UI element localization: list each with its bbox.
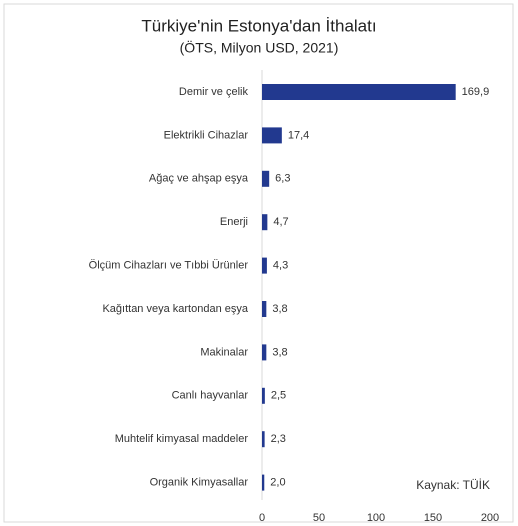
y-tick-label: Ölçüm Cihazları ve Tıbbi Ürünler [89, 260, 249, 272]
x-tick-label: 150 [424, 512, 442, 524]
bar [262, 387, 265, 404]
y-tick-label: Ağaç ve ahşap eşya [149, 173, 249, 185]
bar [262, 170, 270, 187]
y-tick-label: Kağıttan veya kartondan eşya [102, 303, 248, 315]
value-label: 6,3 [275, 173, 290, 185]
bar [262, 84, 456, 100]
bar [262, 431, 265, 448]
bar [262, 214, 268, 231]
value-label: 2,3 [271, 433, 286, 445]
y-tick-label: Elektrikli Cihazlar [164, 129, 249, 141]
value-label: 169,9 [462, 86, 490, 98]
bar [262, 257, 267, 274]
chart-title: Türkiye'nin Estonya'dan İthalatı [141, 16, 376, 35]
y-tick-label: Makinalar [200, 346, 248, 358]
y-tick-label: Muhtelif kimyasal maddeler [115, 433, 249, 445]
y-tick-label: Organik Kimyasallar [150, 477, 249, 489]
chart-frame [3, 3, 514, 523]
bar [262, 127, 282, 144]
bar [262, 344, 267, 361]
value-label: 4,3 [273, 260, 288, 272]
value-label: 2,0 [270, 477, 285, 489]
value-label: 3,8 [272, 303, 287, 315]
x-tick-label: 0 [259, 512, 265, 524]
value-label: 2,5 [271, 390, 286, 402]
value-label: 3,8 [272, 346, 287, 358]
x-tick-label: 50 [313, 512, 325, 524]
bar [262, 474, 265, 491]
y-tick-label: Enerji [220, 216, 248, 228]
x-tick-label: 200 [481, 512, 499, 524]
y-tick-label: Canlı hayvanlar [172, 390, 249, 402]
y-tick-label: Demir ve çelik [179, 86, 249, 98]
source-note: Kaynak: TÜİK [416, 478, 490, 492]
x-tick-label: 100 [367, 512, 385, 524]
value-label: 17,4 [288, 129, 309, 141]
chart-subtitle: (ÖTS, Milyon USD, 2021) [180, 39, 339, 56]
bar [262, 301, 267, 317]
value-label: 4,7 [273, 216, 288, 228]
